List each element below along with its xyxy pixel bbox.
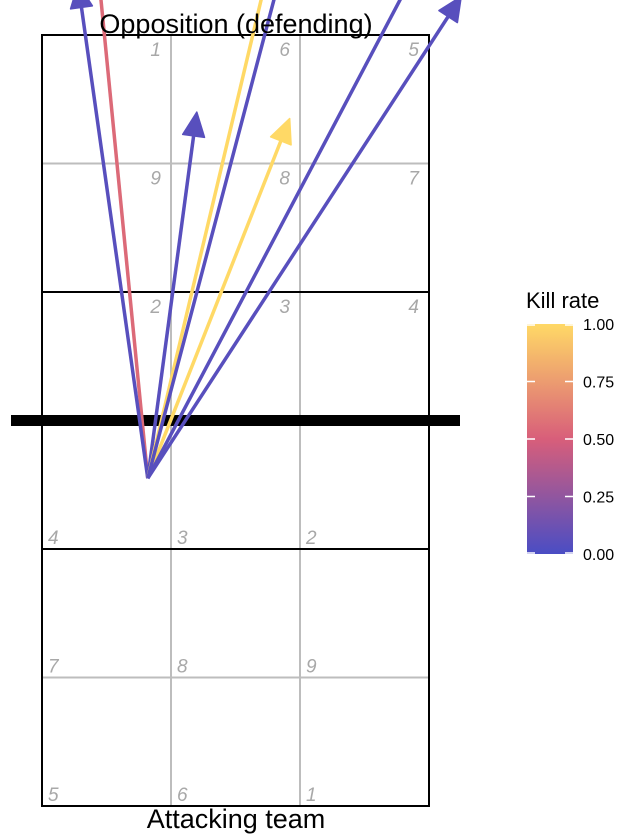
arrow-head	[269, 117, 292, 146]
attacking-zone-number: 9	[306, 657, 317, 678]
zone-labels: 1 6 5 9 8 7 2 3 4 4 3 2 7 8 9 5 6 1	[48, 40, 420, 806]
colorbar-legend: Kill rate 1.00 0.75 0.50 0.25 0.00	[526, 288, 614, 564]
bottom-court-label: Attacking team	[147, 804, 326, 834]
colorbar-tick-label: 1.00	[583, 317, 614, 334]
defending-zone-number: 3	[279, 297, 290, 318]
attack-arrow	[69, 0, 150, 479]
defending-zone-number: 1	[150, 40, 161, 61]
colorbar-tick-label: 0.75	[583, 375, 614, 392]
arrow-shaft	[146, 0, 263, 479]
arrow-shaft	[146, 138, 284, 479]
defending-zone-number: 6	[279, 40, 290, 61]
defending-zone-number: 9	[150, 169, 161, 190]
arrow-head	[438, 0, 462, 24]
defending-zone-number: 5	[408, 40, 419, 61]
attacking-zone-number: 3	[177, 528, 188, 549]
attack-arrow	[99, 0, 150, 479]
colorbar-ticks: 1.00 0.75 0.50 0.25 0.00	[527, 317, 614, 564]
arrow-shaft	[146, 0, 402, 480]
defending-zone-number: 2	[149, 297, 161, 318]
arrow-head	[181, 111, 206, 139]
attack-arrow	[146, 0, 462, 480]
attack-arrow	[146, 0, 276, 479]
attacking-zone-number: 8	[177, 657, 188, 678]
defending-zone-number: 8	[279, 169, 290, 190]
arrow-shaft	[146, 0, 276, 479]
court-grid	[11, 34, 460, 807]
defending-zone-number: 4	[408, 297, 419, 318]
attacking-zone-number: 2	[305, 528, 317, 549]
arrow-shaft	[146, 133, 196, 479]
colorbar-tick-label: 0.50	[583, 432, 614, 449]
arrow-head	[69, 0, 94, 10]
arrow-shaft	[79, 5, 150, 479]
defending-zone-number: 7	[408, 169, 420, 190]
arrow-shaft	[99, 0, 150, 479]
attack-arrow	[146, 111, 206, 479]
arrow-shaft	[146, 13, 451, 480]
attack-arrow	[146, 117, 292, 479]
attack-arrows	[69, 0, 462, 480]
attack-arrow	[146, 0, 263, 479]
colorbar-title: Kill rate	[526, 288, 599, 313]
attacking-zone-number: 4	[48, 528, 59, 549]
attacking-zone-number: 6	[177, 785, 188, 806]
attacking-zone-number: 1	[306, 785, 317, 806]
attacking-zone-number: 5	[48, 785, 59, 806]
attacking-zone-number: 7	[48, 657, 60, 678]
colorbar-tick-label: 0.25	[583, 490, 614, 507]
attack-arrow	[146, 0, 402, 480]
colorbar-tick-label: 0.00	[583, 547, 614, 564]
top-court-label: Opposition (defending)	[99, 9, 372, 39]
